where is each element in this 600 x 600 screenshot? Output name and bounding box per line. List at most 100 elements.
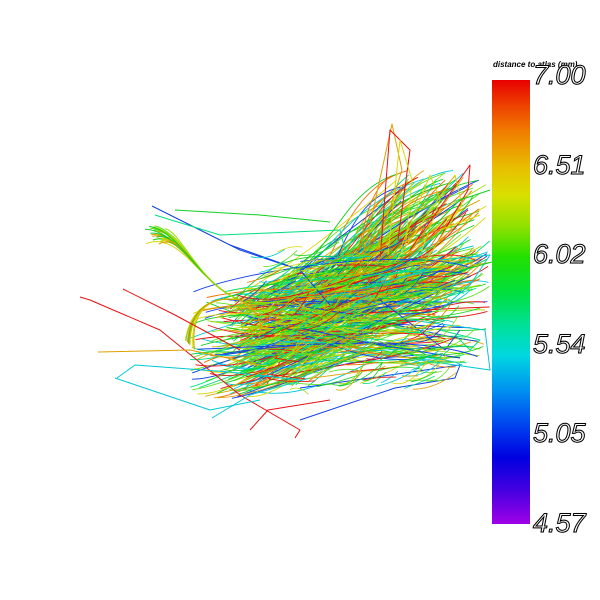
fiber-streamline bbox=[247, 284, 481, 332]
fiber-streamline bbox=[304, 249, 349, 266]
fiber-streamline bbox=[402, 375, 419, 378]
fiber-streamline bbox=[328, 285, 349, 309]
fiber-streamline bbox=[283, 316, 302, 321]
fiber-streamline bbox=[411, 302, 452, 314]
fiber-streamline bbox=[422, 271, 469, 275]
fiber-streamline bbox=[367, 359, 398, 362]
fiber-streamline bbox=[195, 335, 444, 344]
fiber-streamline bbox=[211, 377, 311, 419]
fiber-streamline bbox=[299, 364, 461, 421]
fiber-streamline bbox=[243, 280, 267, 302]
fiber-streamline bbox=[315, 260, 350, 281]
fiber-streamline bbox=[288, 353, 312, 375]
fiber-streamline bbox=[328, 368, 359, 373]
fiber-streamline bbox=[174, 209, 331, 223]
fiber-streamline bbox=[272, 350, 312, 355]
fiber-streamline bbox=[394, 174, 463, 263]
fiber-streamline bbox=[359, 342, 378, 352]
fiber-streamline bbox=[214, 305, 401, 355]
fiber-streamline bbox=[251, 348, 271, 353]
fiber-streamline bbox=[380, 370, 399, 384]
fiber-streamline bbox=[268, 280, 297, 296]
fiber-streamline bbox=[406, 261, 433, 265]
fiber-streamline bbox=[240, 309, 263, 326]
fiber-streamline bbox=[310, 301, 328, 326]
fiber-streamline bbox=[255, 302, 281, 322]
fiber-streamline bbox=[277, 246, 303, 253]
fiber-streamline bbox=[343, 361, 379, 366]
fiber-streamline bbox=[381, 312, 426, 321]
fiber-streamline bbox=[420, 256, 466, 262]
fiber-streamline bbox=[415, 360, 466, 364]
fiber-streamline bbox=[339, 247, 373, 260]
fiber-streamline bbox=[211, 269, 452, 373]
fiber-streamline bbox=[282, 360, 302, 369]
fiber-streamline bbox=[355, 236, 398, 257]
fiber-streamline bbox=[414, 235, 434, 257]
fiber-streamline bbox=[333, 335, 382, 341]
fiber-streamline bbox=[337, 350, 364, 354]
fiber-streamline bbox=[245, 361, 287, 378]
fiber-streamline bbox=[238, 253, 478, 395]
fiber-streamline bbox=[304, 265, 340, 278]
fiber-streamline bbox=[419, 263, 452, 268]
fiber-streamline bbox=[367, 283, 384, 306]
fiber-streamline bbox=[357, 266, 380, 274]
fiber-streamline bbox=[249, 299, 296, 317]
fiber-streamline bbox=[238, 182, 451, 324]
fiber-streamline bbox=[281, 380, 299, 385]
colorbar-tick-label: 6.02 bbox=[533, 239, 587, 269]
fiber-streamline bbox=[294, 309, 345, 315]
fiber-streamline bbox=[428, 328, 476, 350]
fiber-streamline bbox=[318, 313, 366, 318]
fiber-streamline bbox=[249, 350, 282, 361]
fiber-streamline bbox=[424, 277, 446, 294]
fiber-streamline bbox=[322, 255, 372, 258]
colorbar-tick-label: 4.57 bbox=[533, 508, 587, 538]
fiber-streamline bbox=[368, 284, 415, 302]
fiber-streamline bbox=[363, 239, 404, 253]
fiber-streamline bbox=[379, 342, 407, 361]
fiber-streamline bbox=[301, 284, 350, 297]
fiber-streamline bbox=[122, 288, 241, 351]
fiber-streamline bbox=[360, 303, 379, 314]
fiber-streamline bbox=[272, 258, 319, 270]
colorbar bbox=[492, 80, 530, 524]
fiber-streamline bbox=[408, 286, 439, 290]
fiber-streamline bbox=[252, 224, 475, 366]
fiber-streamline bbox=[400, 350, 440, 366]
fiber-streamline bbox=[416, 361, 467, 365]
fiber-streamline bbox=[399, 297, 435, 310]
fiber-streamline bbox=[424, 316, 459, 342]
fiber-streamline bbox=[391, 359, 429, 385]
fiber-streamline bbox=[409, 319, 491, 371]
fiber-streamline bbox=[289, 315, 312, 338]
fiber-streamline bbox=[241, 346, 426, 389]
fiber-streamline bbox=[265, 330, 282, 341]
fiber-streamline bbox=[217, 307, 438, 348]
fiber-streamline bbox=[293, 241, 340, 256]
colorbar-tick-label: 7.00 bbox=[533, 60, 587, 90]
fiber-streamline bbox=[393, 261, 431, 270]
fiber-streamline bbox=[116, 364, 301, 381]
fiber-streamline bbox=[439, 329, 481, 351]
fiber-streamline bbox=[97, 349, 261, 366]
fiber-streamline bbox=[226, 334, 413, 357]
fiber-streamline bbox=[313, 315, 338, 324]
fiber-streamline bbox=[419, 189, 491, 241]
fiber-streamline bbox=[79, 296, 301, 439]
fiber-streamline bbox=[274, 273, 296, 284]
fiber-streamline bbox=[418, 315, 460, 318]
colorbar-tick-label: 6.51 bbox=[533, 150, 587, 180]
fiber-streamline bbox=[351, 262, 370, 280]
fiber-streamline bbox=[429, 319, 454, 324]
fiber-streamline bbox=[268, 348, 302, 353]
colorbar-tick-label: 5.54 bbox=[533, 329, 587, 359]
fiber-streamline bbox=[322, 333, 345, 338]
fiber-streamline bbox=[412, 353, 447, 380]
fiber-streamline bbox=[384, 264, 414, 285]
fiber-streamline bbox=[294, 268, 332, 275]
fiber-streamline bbox=[282, 295, 330, 320]
